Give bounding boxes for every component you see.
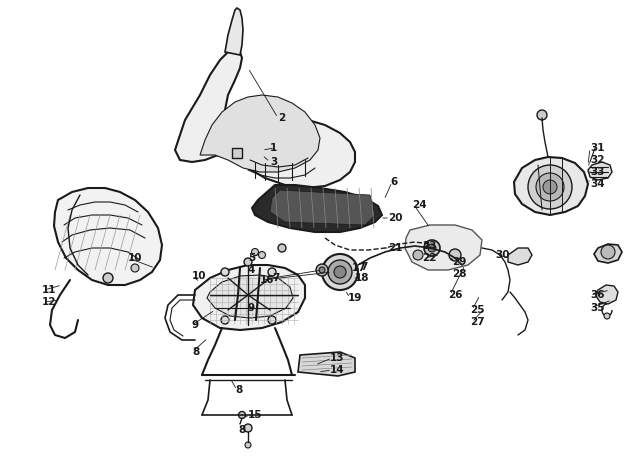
Text: 2: 2 [278, 113, 285, 123]
Polygon shape [232, 148, 242, 158]
Circle shape [328, 260, 352, 284]
Text: 16: 16 [260, 275, 275, 285]
Text: 27: 27 [470, 317, 485, 327]
Circle shape [316, 264, 328, 276]
Text: 8: 8 [238, 425, 245, 435]
Circle shape [319, 267, 325, 273]
Text: 34: 34 [590, 179, 605, 189]
Polygon shape [270, 190, 375, 225]
Circle shape [131, 264, 139, 272]
Text: 23: 23 [422, 241, 437, 251]
Text: 30: 30 [495, 250, 510, 260]
Text: 17: 17 [352, 263, 367, 273]
Text: 4: 4 [248, 265, 255, 275]
Text: 21: 21 [388, 243, 403, 253]
Text: 32: 32 [590, 155, 605, 165]
Text: 7: 7 [360, 262, 367, 272]
Text: 9: 9 [248, 303, 255, 313]
Circle shape [239, 411, 246, 418]
Circle shape [428, 244, 436, 252]
Text: 33: 33 [590, 167, 605, 177]
Text: 31: 31 [590, 143, 605, 153]
Text: 10: 10 [128, 253, 142, 263]
Circle shape [604, 313, 610, 319]
Circle shape [245, 442, 251, 448]
Circle shape [221, 316, 229, 324]
Polygon shape [252, 185, 382, 232]
Circle shape [251, 248, 258, 256]
Polygon shape [508, 248, 532, 265]
Text: 25: 25 [470, 305, 484, 315]
Circle shape [601, 245, 615, 259]
Circle shape [268, 316, 276, 324]
Circle shape [221, 268, 229, 276]
Text: 13: 13 [330, 353, 344, 363]
Circle shape [258, 251, 265, 258]
Text: 10: 10 [192, 271, 206, 281]
Text: 20: 20 [388, 213, 403, 223]
Circle shape [103, 273, 113, 283]
Polygon shape [405, 225, 482, 270]
Text: 3: 3 [270, 157, 277, 167]
Circle shape [244, 424, 252, 432]
Circle shape [334, 266, 346, 278]
Text: 7: 7 [272, 273, 279, 283]
Circle shape [537, 110, 547, 120]
Text: 26: 26 [448, 290, 463, 300]
Text: 11: 11 [42, 285, 56, 295]
Text: 9: 9 [192, 320, 199, 330]
Circle shape [449, 249, 461, 261]
Circle shape [268, 268, 276, 276]
Text: 14: 14 [330, 365, 344, 375]
Polygon shape [193, 265, 305, 330]
Polygon shape [207, 275, 293, 318]
Text: 8: 8 [192, 347, 199, 357]
Polygon shape [514, 157, 588, 215]
Circle shape [424, 240, 440, 256]
Text: 19: 19 [348, 293, 362, 303]
Text: 1: 1 [270, 143, 277, 153]
Polygon shape [175, 50, 355, 188]
Circle shape [278, 244, 286, 252]
Polygon shape [298, 352, 355, 376]
Text: 8: 8 [235, 385, 242, 395]
Circle shape [536, 173, 564, 201]
Circle shape [413, 250, 423, 260]
Text: 22: 22 [422, 253, 437, 263]
Text: 36: 36 [590, 290, 605, 300]
Text: 24: 24 [412, 200, 427, 210]
Polygon shape [200, 95, 320, 172]
Text: 5: 5 [248, 253, 255, 263]
Text: 35: 35 [590, 303, 605, 313]
Text: 28: 28 [452, 269, 467, 279]
Text: 6: 6 [390, 177, 398, 187]
Circle shape [322, 254, 358, 290]
Polygon shape [54, 188, 162, 285]
Text: 29: 29 [452, 257, 467, 267]
Circle shape [543, 180, 557, 194]
Text: 12: 12 [42, 297, 56, 307]
Text: 15: 15 [248, 410, 263, 420]
Circle shape [528, 165, 572, 209]
Text: 18: 18 [355, 273, 370, 283]
Polygon shape [594, 244, 622, 263]
Polygon shape [588, 162, 612, 180]
Polygon shape [596, 285, 618, 304]
Polygon shape [225, 8, 243, 55]
Circle shape [244, 258, 252, 266]
